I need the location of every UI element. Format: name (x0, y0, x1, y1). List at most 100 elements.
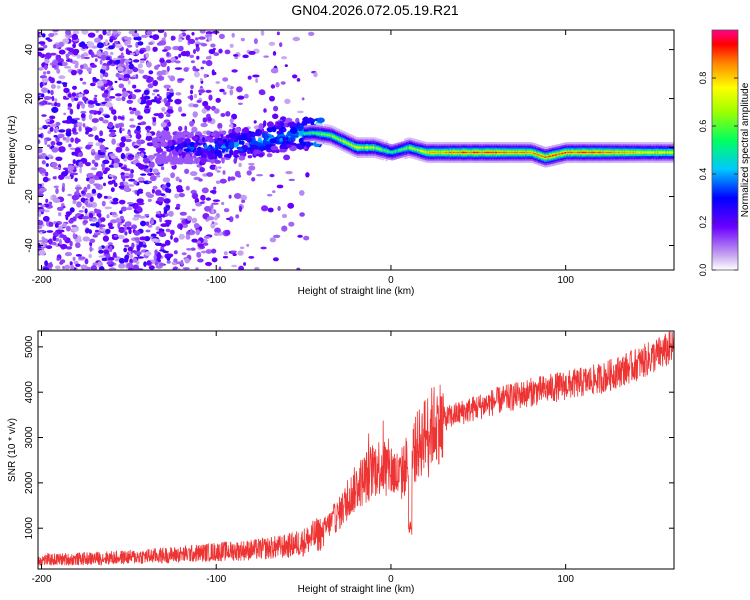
noise-blob (38, 229, 46, 233)
noise-blob (77, 152, 84, 158)
noise-blob (67, 106, 71, 111)
ridge-cell (637, 151, 640, 154)
noise-blob (167, 75, 171, 79)
noise-blob (269, 173, 275, 178)
noise-blob (56, 68, 61, 74)
noise-blob (61, 186, 65, 193)
noise-blob (46, 70, 51, 75)
noise-blob (147, 198, 152, 202)
noise-blob (273, 234, 281, 238)
ridge-cell (602, 151, 605, 154)
noise-blob (39, 168, 47, 175)
noise-blob (202, 117, 208, 123)
noise-blob (144, 109, 149, 113)
noise-blob (41, 87, 48, 93)
noise-blob (118, 199, 126, 205)
noise-blob (142, 157, 150, 164)
noise-blob (173, 258, 178, 263)
noise-blob (113, 158, 120, 164)
noise-blob (118, 263, 126, 269)
noise-blob (40, 53, 46, 58)
noise-blob (44, 119, 51, 123)
noise-blob (38, 127, 44, 130)
noise-blob (227, 176, 231, 182)
noise-blob (166, 95, 172, 100)
ridge-cell (660, 151, 663, 154)
ridge-blob (183, 159, 191, 165)
noise-blob (96, 171, 103, 178)
noise-blob (308, 31, 315, 36)
x-tick-label: -200 (31, 275, 51, 286)
ridge-cell (530, 151, 533, 154)
noise-blob (123, 238, 130, 243)
noise-blob (177, 45, 184, 52)
noise-blob (44, 260, 48, 267)
noise-blob (222, 77, 229, 82)
noise-blob (142, 155, 148, 159)
ridge-cell (649, 151, 652, 154)
ridge-cell (547, 156, 550, 158)
noise-blob (53, 166, 61, 170)
ridge-cell (537, 154, 541, 156)
ridge-blob (210, 132, 216, 137)
ridge-blob (285, 144, 292, 148)
noise-blob (191, 217, 198, 224)
noise-blob (46, 230, 54, 233)
noise-blob (237, 250, 244, 256)
noise-blob (267, 193, 273, 197)
ridge-cell (580, 151, 583, 154)
ridge-cell (327, 134, 330, 136)
ridge-cell (492, 151, 495, 154)
noise-blob (163, 97, 168, 104)
noise-blob (99, 228, 107, 232)
noise-blob (50, 195, 54, 200)
ridge-cell (368, 146, 371, 149)
noise-blob (180, 113, 187, 117)
ridge-cell (482, 151, 486, 154)
ridge-cell (487, 151, 490, 154)
noise-blob (59, 229, 65, 233)
ridge-cell (419, 150, 423, 152)
ridge-cell (462, 151, 465, 154)
ridge-cell (509, 151, 512, 154)
noise-blob (65, 130, 72, 137)
noise-blob (95, 221, 100, 228)
ridge-cell (500, 151, 503, 154)
noise-blob (142, 244, 147, 248)
y-tick-label: 3000 (24, 426, 35, 449)
noise-blob (147, 224, 153, 228)
noise-blob (44, 64, 48, 71)
noise-blob (41, 33, 46, 38)
noise-blob (80, 64, 84, 70)
noise-blob (225, 111, 231, 117)
noise-blob (119, 215, 124, 220)
ridge-cell (616, 151, 619, 154)
ridge-blob (186, 132, 191, 136)
ridge-cell (556, 153, 559, 156)
noise-blob (137, 115, 143, 120)
noise-blob (251, 177, 256, 182)
noise-blob (163, 198, 171, 204)
noise-blob (125, 147, 130, 152)
noise-blob (70, 69, 77, 76)
noise-blob (38, 134, 43, 138)
noise-blob (269, 237, 277, 243)
ridge-blob (275, 124, 281, 130)
ridge-cell (325, 134, 328, 136)
ridge-cell (377, 147, 380, 150)
ridge-blob (282, 128, 287, 132)
ridge-cell (627, 151, 630, 154)
noise-blob (281, 225, 288, 232)
noise-blob (301, 97, 305, 101)
ridge-cell (388, 151, 391, 153)
noise-blob (129, 110, 135, 115)
noise-blob (121, 77, 130, 82)
noise-blob (72, 233, 76, 239)
noise-blob (100, 54, 107, 61)
noise-blob (38, 208, 46, 212)
noise-blob (42, 44, 48, 49)
y-tick-label: -40 (24, 238, 35, 253)
ridge-blob (166, 148, 173, 152)
noise-blob (128, 178, 136, 182)
ridge-cell (454, 151, 457, 154)
